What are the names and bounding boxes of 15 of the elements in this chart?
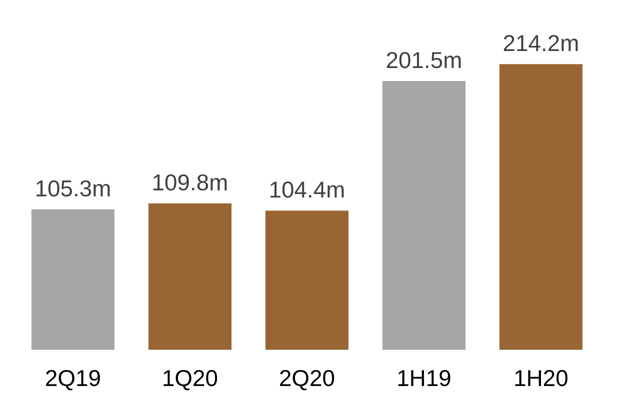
x-tick-label: 2Q20 (280, 370, 334, 390)
bar (499, 64, 582, 350)
data-label: 105.3m (36, 180, 110, 197)
bar (265, 210, 348, 350)
data-label: 109.8m (153, 174, 227, 191)
x-tick-label: 1H19 (398, 370, 450, 386)
x-tick-label: 2Q19 (46, 370, 100, 390)
data-label: 104.4m (270, 182, 344, 198)
data-label: 201.5m (386, 52, 461, 68)
x-tick-label: 1H20 (515, 370, 568, 386)
data-label: 214.2m (504, 35, 578, 52)
bar (148, 203, 232, 350)
bar (31, 209, 114, 350)
bar (382, 81, 466, 350)
x-tick-label: 1Q20 (164, 370, 218, 390)
